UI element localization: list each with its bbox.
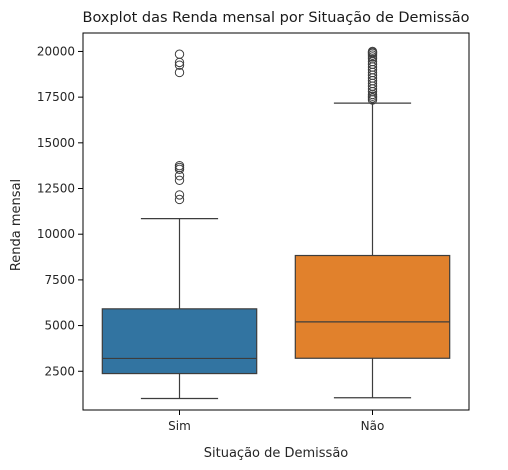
outlier-point — [174, 49, 185, 59]
plot-frame — [82, 32, 470, 411]
box-nao — [294, 254, 451, 359]
y-tick-label: 17500 — [37, 90, 75, 104]
y-tick-label: 7500 — [44, 273, 75, 287]
outlier-point — [174, 162, 185, 173]
outlier-point — [174, 60, 185, 70]
outlier-point — [174, 194, 185, 205]
x-tick-label: Não — [361, 419, 385, 433]
outlier-point — [174, 190, 185, 200]
y-tick-label: 10000 — [37, 227, 75, 241]
outlier-point — [174, 160, 185, 171]
outlier-point — [367, 46, 378, 57]
y-axis-label: Renda mensal — [9, 179, 24, 271]
y-tick-label: 15000 — [37, 136, 75, 150]
y-tick-label: 20000 — [37, 44, 75, 58]
y-tick-label: 12500 — [37, 182, 75, 196]
outlier-point — [174, 175, 185, 185]
plot-area: 2500 5000 7500 10000 12500 15000 17500 20000 Sim… — [37, 32, 470, 433]
y-tick-label: 2500 — [44, 364, 75, 378]
y-tick-label: 5000 — [44, 319, 75, 333]
x-axis-label: Situação de Demissão — [204, 446, 349, 461]
x-tick-label: Sim — [168, 419, 191, 433]
box-sim — [101, 308, 258, 375]
outlier-point — [367, 59, 378, 69]
outlier-point — [174, 67, 185, 78]
chart-title: Boxplot das Renda mensal por Situação de… — [83, 10, 470, 26]
